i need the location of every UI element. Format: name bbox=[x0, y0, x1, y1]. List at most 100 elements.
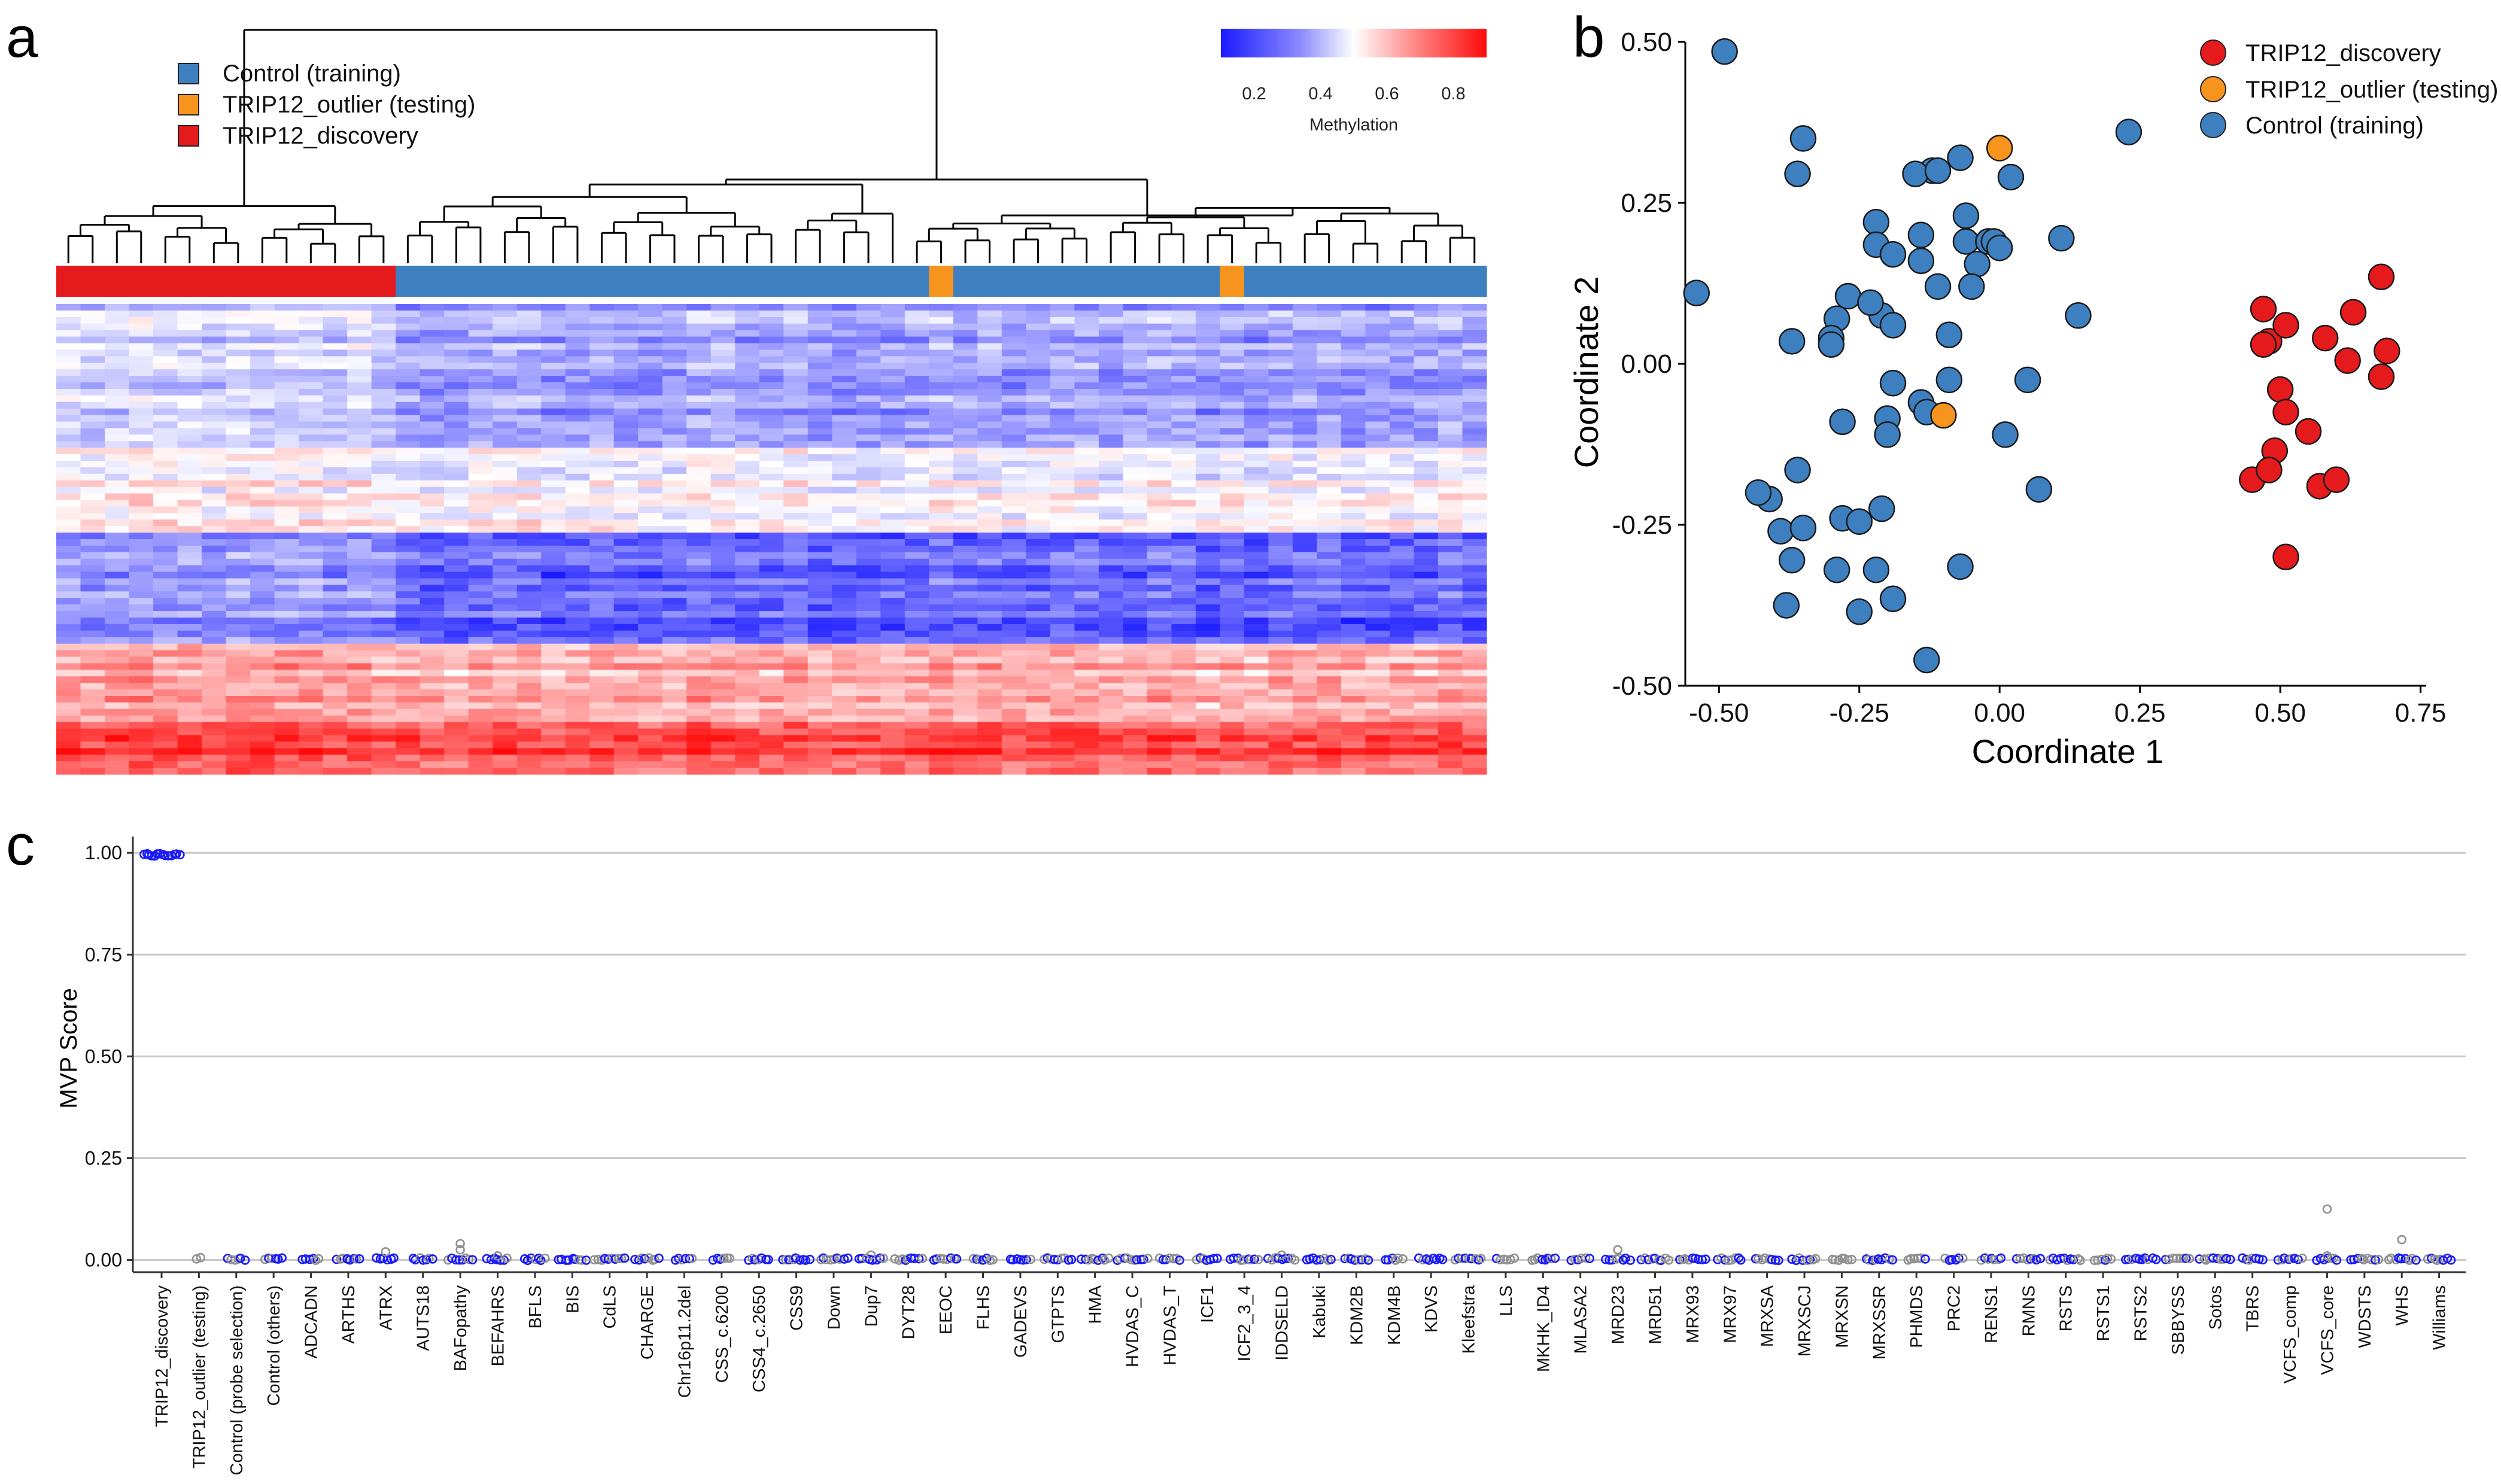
heatmap-cell bbox=[783, 533, 809, 540]
heatmap-cell bbox=[613, 519, 639, 527]
heatmap-cell bbox=[783, 415, 809, 422]
heatmap-cell bbox=[1171, 467, 1196, 475]
heatmap-cell bbox=[880, 310, 905, 318]
heatmap-cell bbox=[153, 428, 178, 435]
heatmap-cell bbox=[274, 533, 299, 540]
heatmap-cell bbox=[250, 408, 275, 416]
heatmap-cell bbox=[371, 768, 396, 775]
heatmap-cell bbox=[589, 467, 615, 475]
heatmap-cell bbox=[1244, 748, 1269, 755]
heatmap-cell bbox=[420, 650, 445, 658]
heatmap-cell bbox=[1365, 722, 1390, 729]
heatmap-cell bbox=[493, 480, 518, 488]
heatmap-cell bbox=[1050, 591, 1075, 598]
mds-point-control bbox=[1862, 556, 1890, 583]
heatmap-cell bbox=[807, 526, 832, 533]
heatmap-cell bbox=[1026, 565, 1051, 573]
heatmap-cell bbox=[1389, 670, 1415, 677]
heatmap-cell bbox=[347, 715, 372, 723]
heatmap-cell bbox=[1268, 363, 1293, 370]
heatmap-cell bbox=[1341, 663, 1366, 670]
heatmap-cell bbox=[613, 643, 639, 651]
heatmap-cell bbox=[929, 323, 954, 331]
heatmap-cell bbox=[129, 454, 154, 461]
heatmap-cell bbox=[807, 382, 832, 390]
heatmap-cell bbox=[105, 349, 130, 357]
heatmap-cell bbox=[299, 317, 324, 324]
heatmap-cell bbox=[274, 500, 299, 507]
heatmap-cell bbox=[347, 618, 372, 625]
group-cell-discovery bbox=[202, 266, 227, 297]
heatmap-cell bbox=[759, 323, 784, 331]
heatmap-cell bbox=[1098, 604, 1123, 612]
heatmap-cell bbox=[80, 545, 105, 553]
heatmap-cell bbox=[710, 519, 736, 527]
heatmap-cell bbox=[1074, 748, 1099, 755]
heatmap-cell bbox=[1147, 369, 1172, 376]
heatmap-cell bbox=[1171, 755, 1196, 762]
heatmap-cell bbox=[807, 571, 832, 579]
mvp-point bbox=[1476, 1254, 1486, 1264]
heatmap-cell bbox=[832, 539, 857, 546]
heatmap-cell bbox=[1292, 441, 1318, 448]
heatmap-cell bbox=[274, 513, 299, 520]
heatmap-cell bbox=[953, 578, 978, 586]
heatmap-cell bbox=[1195, 565, 1221, 573]
heatmap-cell bbox=[371, 637, 396, 644]
heatmap-cell bbox=[686, 493, 712, 501]
heatmap-cell bbox=[1147, 304, 1172, 311]
heatmap-cell bbox=[177, 369, 202, 376]
heatmap-cell bbox=[735, 637, 760, 644]
heatmap-cell bbox=[953, 428, 978, 435]
heatmap-cell bbox=[856, 408, 881, 416]
heatmap-cell bbox=[1462, 552, 1487, 559]
heatmap-cell bbox=[396, 317, 421, 324]
heatmap-cell bbox=[1220, 533, 1245, 540]
heatmap-cell bbox=[541, 650, 566, 658]
heatmap-cell bbox=[1438, 421, 1463, 429]
heatmap-cell bbox=[1462, 415, 1487, 422]
heatmap-cell bbox=[662, 545, 687, 553]
heatmap-cell bbox=[613, 356, 639, 363]
heatmap-cell bbox=[56, 741, 81, 749]
heatmap-cell bbox=[1026, 708, 1051, 716]
heatmap-cell bbox=[1098, 480, 1123, 488]
heatmap-cell bbox=[1171, 382, 1196, 390]
heatmap-cell bbox=[832, 598, 857, 605]
heatmap-cell bbox=[1098, 330, 1123, 337]
heatmap-cell bbox=[1389, 761, 1415, 768]
heatmap-cell bbox=[105, 480, 130, 488]
heatmap-cell bbox=[977, 388, 1002, 396]
heatmap-cell bbox=[613, 493, 639, 501]
heatmap-cell bbox=[783, 500, 809, 507]
heatmap-cell bbox=[1195, 768, 1221, 775]
heatmap-cell bbox=[953, 330, 978, 337]
heatmap-cell bbox=[80, 408, 105, 416]
heatmap-cell bbox=[783, 343, 809, 351]
heatmap-cell bbox=[493, 356, 518, 363]
heatmap-cell bbox=[1462, 441, 1487, 448]
heatmap-cell bbox=[1244, 728, 1269, 736]
heatmap-cell bbox=[129, 480, 154, 488]
heatmap-cell bbox=[613, 598, 639, 605]
mds-point-trip12-discovery bbox=[2256, 457, 2283, 483]
heatmap-cell bbox=[226, 585, 251, 592]
heatmap-cell bbox=[468, 630, 493, 638]
heatmap-cell bbox=[516, 323, 542, 331]
heatmap-cell bbox=[1317, 689, 1342, 697]
heatmap-cell bbox=[274, 585, 299, 592]
heatmap-cell bbox=[1098, 428, 1123, 435]
heatmap-cell bbox=[177, 708, 202, 716]
heatmap-cell bbox=[1147, 493, 1172, 501]
heatmap-cell bbox=[662, 670, 687, 677]
heatmap-cell bbox=[226, 330, 251, 337]
heatmap-cell bbox=[371, 526, 396, 533]
heatmap-cell bbox=[1365, 467, 1390, 475]
heatmap-cell bbox=[783, 408, 809, 416]
heatmap-cell bbox=[105, 454, 130, 461]
heatmap-cell bbox=[420, 728, 445, 736]
heatmap-cell bbox=[1147, 428, 1172, 435]
heatmap-cell bbox=[493, 539, 518, 546]
heatmap-cell bbox=[565, 323, 590, 331]
heatmap-cell bbox=[250, 715, 275, 723]
